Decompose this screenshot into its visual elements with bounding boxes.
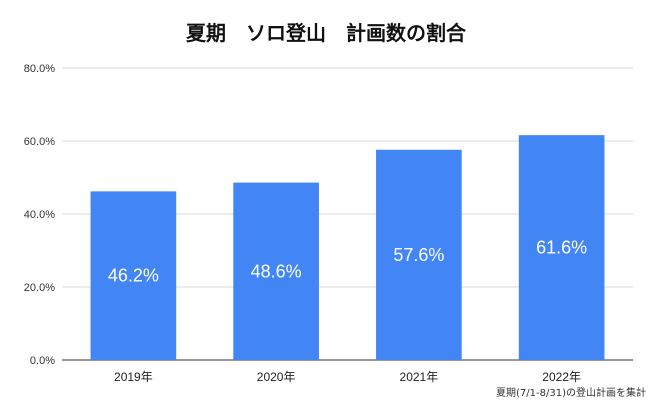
y-axis-ticks: 0.0% 20.0% 40.0% 60.0% 80.0% bbox=[24, 63, 55, 367]
bar-2021年 bbox=[376, 149, 462, 360]
bar-value-label: 61.6% bbox=[536, 238, 587, 258]
y-tick-label: 40.0% bbox=[24, 209, 55, 221]
x-tick-label: 2019年 bbox=[114, 370, 153, 384]
chart-title: 夏期 ソロ登山 計画数の割合 bbox=[186, 21, 467, 45]
x-tick-label: 2021年 bbox=[400, 370, 439, 384]
bar-value-label: 46.2% bbox=[108, 266, 159, 286]
x-tick-label: 2020年 bbox=[257, 370, 296, 384]
bar-value-label: 48.6% bbox=[251, 261, 302, 281]
y-tick-label: 0.0% bbox=[30, 355, 55, 367]
footnote: 夏期(7/1-8/31)の登山計画を集計 bbox=[496, 386, 646, 399]
y-tick-label: 20.0% bbox=[24, 282, 55, 294]
y-tick-label: 60.0% bbox=[24, 136, 55, 148]
x-axis-ticks: 2019年 2020年 2021年 2022年 bbox=[114, 370, 581, 384]
x-tick-label: 2022年 bbox=[542, 370, 581, 384]
y-tick-label: 80.0% bbox=[24, 63, 55, 75]
bar-2019年 bbox=[90, 191, 177, 360]
bar-value-label: 57.6% bbox=[393, 245, 444, 265]
bars bbox=[90, 135, 605, 360]
bar-2020年 bbox=[233, 182, 319, 360]
bar-value-labels: 46.2% 48.6% 57.6% 61.6% bbox=[108, 238, 587, 286]
bar-2022年 bbox=[518, 135, 605, 360]
